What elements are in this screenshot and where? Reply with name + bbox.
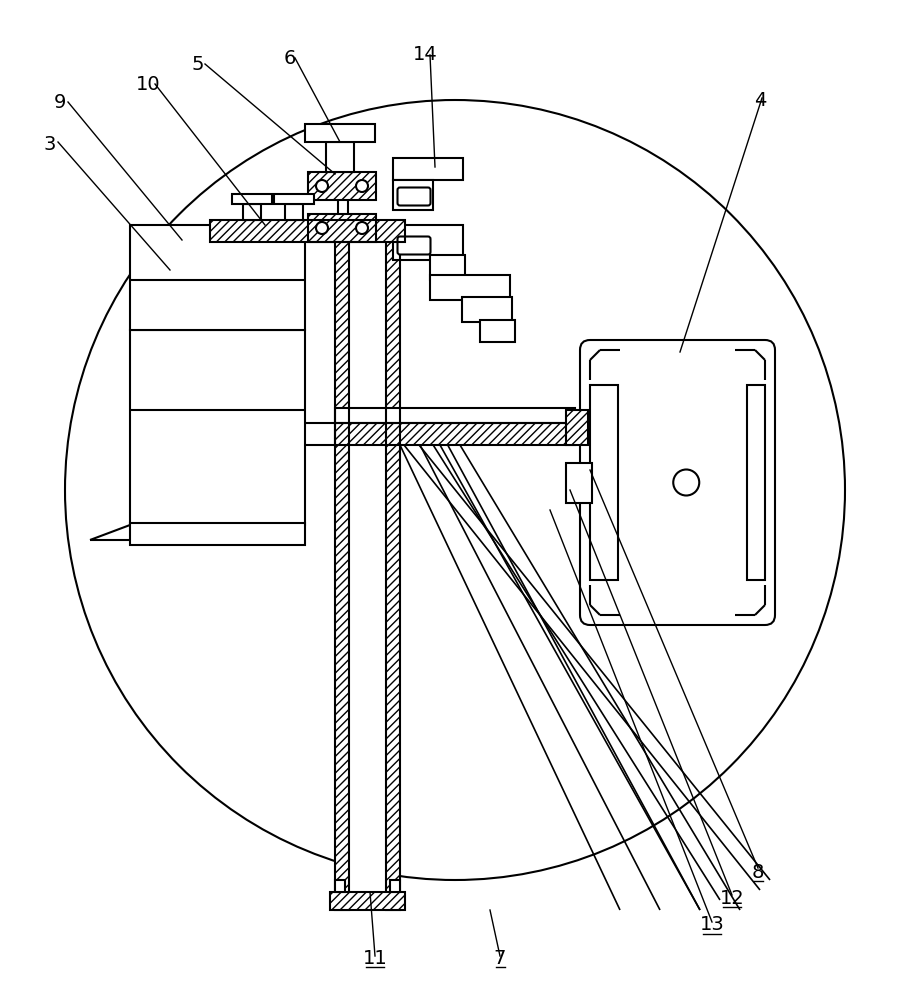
Text: 5: 5	[192, 55, 204, 75]
Bar	[130, 330, 305, 525]
Bar	[430, 275, 510, 300]
Bar	[308, 214, 376, 242]
Bar	[308, 172, 376, 200]
Bar	[335, 225, 349, 910]
Bar	[330, 892, 405, 910]
Bar	[386, 225, 400, 910]
FancyBboxPatch shape	[398, 188, 430, 206]
Bar	[335, 423, 575, 445]
Bar	[210, 220, 405, 242]
Bar	[393, 225, 463, 260]
Bar	[566, 410, 588, 445]
Bar	[232, 194, 272, 204]
Bar	[305, 124, 375, 142]
Circle shape	[356, 222, 368, 234]
Circle shape	[356, 180, 368, 192]
Text: 10: 10	[136, 76, 160, 95]
Bar	[274, 194, 314, 204]
Bar	[386, 225, 400, 910]
Bar	[393, 180, 433, 210]
Bar	[566, 463, 592, 503]
Text: 12: 12	[720, 888, 744, 908]
FancyBboxPatch shape	[580, 340, 775, 625]
Bar	[590, 385, 618, 580]
Circle shape	[673, 470, 699, 495]
Text: 4: 4	[754, 91, 766, 109]
Bar	[130, 523, 305, 545]
Text: 6: 6	[284, 48, 296, 68]
Bar	[130, 225, 305, 330]
Text: 11: 11	[363, 948, 387, 968]
Bar	[243, 204, 261, 220]
Text: 13: 13	[699, 916, 725, 934]
Circle shape	[316, 222, 328, 234]
Bar	[480, 320, 515, 342]
Bar	[326, 142, 354, 172]
Bar	[308, 214, 376, 242]
Bar	[747, 385, 765, 580]
Bar	[335, 408, 575, 423]
Text: 8: 8	[752, 862, 764, 882]
Bar	[308, 172, 376, 200]
Text: 3: 3	[44, 135, 56, 154]
FancyBboxPatch shape	[398, 236, 430, 254]
Circle shape	[65, 100, 845, 880]
Bar	[335, 225, 349, 910]
Bar	[566, 410, 588, 445]
Bar	[330, 892, 405, 910]
Text: 7: 7	[494, 948, 506, 968]
Circle shape	[316, 180, 328, 192]
Text: 14: 14	[412, 45, 437, 64]
Bar	[462, 297, 512, 322]
Bar	[390, 880, 400, 892]
Bar	[430, 255, 465, 280]
Text: 9: 9	[54, 93, 67, 111]
Bar	[210, 220, 405, 242]
Bar	[349, 225, 386, 910]
Bar	[335, 880, 345, 892]
Bar	[335, 423, 575, 445]
Bar	[393, 158, 463, 180]
Bar	[285, 204, 303, 220]
